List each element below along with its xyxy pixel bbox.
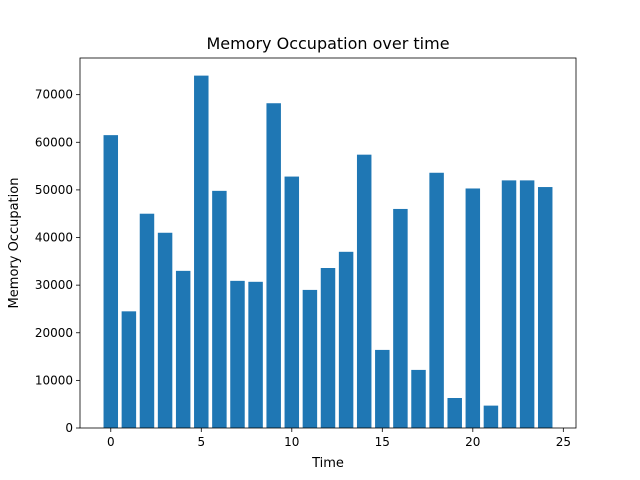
plot-frame xyxy=(79,57,577,429)
bar-15 xyxy=(375,349,390,428)
bar-22 xyxy=(501,180,517,428)
bar-10 xyxy=(284,176,300,428)
x-tick-label: 0 xyxy=(107,435,115,449)
bar-3 xyxy=(157,232,173,428)
y-tick-label: 20000 xyxy=(35,326,73,340)
bar-13 xyxy=(338,251,354,428)
bar-19 xyxy=(447,398,462,428)
bar-5 xyxy=(194,75,209,428)
x-tick-label: 20 xyxy=(465,435,480,449)
y-axis-ticks: 0 10000 20000 30000 40000 50000 60000 70000 xyxy=(35,88,80,435)
x-tick-label: 25 xyxy=(556,435,571,449)
bar-0 xyxy=(103,135,119,428)
x-tick-label: 5 xyxy=(197,435,205,449)
bar-20 xyxy=(465,188,481,428)
y-tick-label: 40000 xyxy=(35,231,73,245)
bar-12 xyxy=(320,268,336,428)
y-tick-label: 30000 xyxy=(35,278,73,292)
bar-18 xyxy=(429,172,444,428)
x-axis-ticks: 0 5 10 15 20 25 xyxy=(107,428,571,449)
bar-14 xyxy=(356,154,372,428)
bar-2 xyxy=(139,213,155,428)
x-tick-label: 10 xyxy=(284,435,299,449)
y-tick-label: 60000 xyxy=(35,135,73,149)
bar-7 xyxy=(230,280,245,428)
y-tick-label: 0 xyxy=(65,421,73,435)
bar-21 xyxy=(483,405,499,428)
bar-9 xyxy=(266,103,281,428)
chart-title: Memory Occupation over time xyxy=(206,34,449,53)
y-tick-label: 50000 xyxy=(35,183,73,197)
x-tick-label: 15 xyxy=(375,435,390,449)
y-axis-label: Memory Occupation xyxy=(7,178,22,309)
bar-6 xyxy=(212,190,227,428)
x-axis-label: Time xyxy=(311,456,344,471)
bars-group xyxy=(103,75,553,428)
bar-16 xyxy=(393,208,408,428)
bar-1 xyxy=(121,311,137,428)
bar-11 xyxy=(302,289,318,428)
bar-24 xyxy=(537,187,553,428)
y-tick-label: 10000 xyxy=(35,373,73,387)
bar-8 xyxy=(248,281,263,428)
bar-17 xyxy=(411,369,426,428)
y-tick-label: 70000 xyxy=(35,88,73,102)
bar-23 xyxy=(519,180,535,428)
bar-4 xyxy=(175,270,191,428)
